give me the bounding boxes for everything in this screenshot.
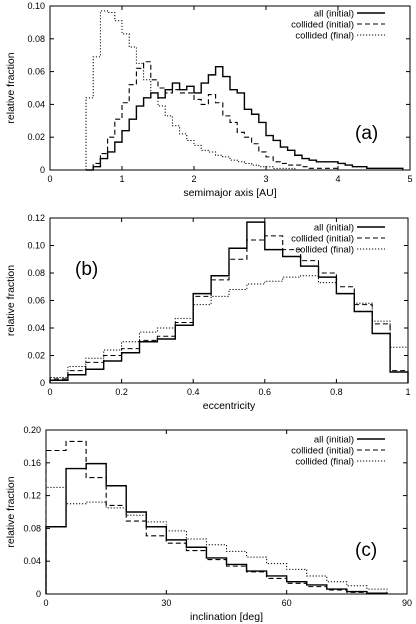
legend-label: all (initial) [314, 9, 354, 20]
y-tick-label: 0.06 [27, 296, 45, 306]
x-tick-label: 0 [43, 598, 48, 608]
panel-0: 0 1 2 3 4 5 0 0.02 0.04 0.06 0.08 0.10 semimajor axi… [5, 1, 413, 199]
y-tick-label: 0.04 [23, 556, 41, 566]
series-line-1 [49, 235, 409, 383]
y-tick-label: 0.08 [23, 523, 41, 533]
x-tick-label: 0 [47, 387, 52, 397]
panel-2: 0 30 60 90 0 0.04 0.08 0.12 0.16 0.20 inclination … [5, 425, 412, 623]
y-tick-label: 0.08 [27, 34, 45, 44]
x-tick-label: 0.8 [330, 387, 343, 397]
panel-label: (c) [355, 540, 377, 561]
series-line-1 [86, 61, 346, 171]
legend-label: collided (final) [295, 457, 354, 468]
x-tick-label: 90 [402, 598, 412, 608]
legend-label: collided (initial) [291, 446, 354, 457]
x-axis-label: semimajor axis [AU] [183, 187, 276, 199]
series-line-1 [45, 440, 388, 594]
plot-frame [49, 5, 411, 171]
x-tick-label: 30 [161, 598, 171, 608]
x-tick-label: 5 [407, 174, 412, 184]
series-line-0 [45, 462, 388, 594]
y-tick-label: 0.12 [23, 491, 41, 501]
y-axis-label: relative fraction [5, 52, 17, 123]
y-tick-label: 0 [40, 165, 45, 175]
x-tick-label: 0 [47, 174, 52, 184]
y-tick-label: 0.20 [23, 425, 41, 435]
legend-label: collided (final) [295, 245, 354, 256]
x-tick-label: 60 [282, 598, 292, 608]
y-tick-label: 0.10 [27, 1, 45, 11]
x-tick-label: 4 [335, 174, 340, 184]
x-tick-label: 3 [263, 174, 268, 184]
x-tick-label: 1 [119, 174, 124, 184]
legend-label: collided (final) [295, 31, 354, 42]
legend-label: collided (initial) [291, 20, 354, 31]
y-tick-label: 0.02 [27, 132, 45, 142]
y-tick-label: 0.16 [23, 458, 41, 468]
x-tick-label: 2 [191, 174, 196, 184]
x-tick-label: 1 [405, 387, 410, 397]
x-axis-label: eccentricity [203, 400, 256, 412]
series-line-2 [45, 486, 388, 594]
x-axis-label: inclination [deg] [190, 611, 263, 623]
x-tick-label: 0.6 [259, 387, 272, 397]
y-tick-label: 0.08 [27, 268, 45, 278]
y-tick-label: 0.02 [27, 351, 45, 361]
y-tick-label: 0 [40, 378, 45, 388]
y-tick-label: 0.04 [27, 99, 45, 109]
series-line-2 [85, 10, 302, 171]
panel-label: (a) [355, 123, 378, 144]
y-tick-label: 0.12 [27, 213, 45, 223]
legend-label: all (initial) [314, 223, 354, 234]
legend-label: all (initial) [314, 435, 354, 446]
y-tick-label: 0 [36, 589, 41, 599]
y-tick-label: 0.06 [27, 67, 45, 77]
y-tick-label: 0.04 [27, 323, 45, 333]
y-tick-label: 0.10 [27, 241, 45, 251]
x-tick-label: 0.4 [187, 387, 200, 397]
y-axis-label: relative fraction [5, 476, 17, 547]
panel-1: 0 0.2 0.4 0.6 0.8 1 0 0.02 0.04 0.06 0.08 0.10 0.12 e… [5, 213, 411, 412]
legend-label: collided (initial) [291, 234, 354, 245]
y-axis-label: relative fraction [5, 265, 17, 336]
series-line-0 [86, 65, 404, 171]
panel-label: (b) [75, 259, 98, 280]
x-tick-label: 0.2 [115, 387, 128, 397]
